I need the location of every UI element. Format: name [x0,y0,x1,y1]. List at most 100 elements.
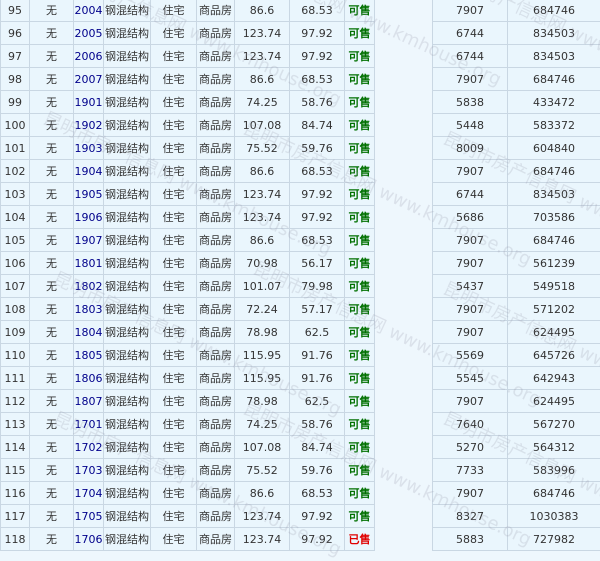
blank-cell [375,321,433,344]
blank-cell [375,436,433,459]
presale-flag-cell: 无 [30,252,74,275]
room-link[interactable]: 1806 [75,372,103,385]
inner-area-cell: 68.53 [290,482,345,505]
room-number-cell: 2006 [74,45,104,68]
room-link[interactable]: 1804 [75,326,103,339]
presale-flag-cell: 无 [30,436,74,459]
room-link[interactable]: 1807 [75,395,103,408]
room-link[interactable]: 1702 [75,441,103,454]
usage-cell: 住宅 [151,505,197,528]
sale-status-cell: 可售 [345,367,375,390]
room-link[interactable]: 1902 [75,119,103,132]
inner-area-cell: 56.17 [290,252,345,275]
unit-price-cell: 6744 [433,22,508,45]
room-link[interactable]: 2007 [75,73,103,86]
property-type-cell: 商品房 [197,91,235,114]
presale-flag-cell: 无 [30,344,74,367]
room-link[interactable]: 2005 [75,27,103,40]
floor-area-cell: 107.08 [235,114,290,137]
room-link[interactable]: 1903 [75,142,103,155]
property-type-cell: 商品房 [197,229,235,252]
room-link[interactable]: 1904 [75,165,103,178]
room-number-cell: 1704 [74,482,104,505]
inner-area-cell: 58.76 [290,91,345,114]
room-number-cell: 1807 [74,390,104,413]
total-price-cell: 583372 [508,114,600,137]
room-link[interactable]: 1905 [75,188,103,201]
room-link[interactable]: 2006 [75,50,103,63]
room-link[interactable]: 1705 [75,510,103,523]
floor-area-cell: 74.25 [235,413,290,436]
unit-price-cell: 8327 [433,505,508,528]
property-type-cell: 商品房 [197,482,235,505]
property-type-cell: 商品房 [197,114,235,137]
room-link[interactable]: 1704 [75,487,103,500]
total-price-cell: 834503 [508,22,600,45]
row-number-cell: 110 [1,344,30,367]
sale-status-cell: 可售 [345,114,375,137]
unit-price-cell: 7907 [433,252,508,275]
room-link[interactable]: 2004 [75,4,103,17]
floor-area-cell: 123.74 [235,22,290,45]
row-number-cell: 98 [1,68,30,91]
row-number-cell: 97 [1,45,30,68]
floor-area-cell: 74.25 [235,91,290,114]
presale-flag-cell: 无 [30,413,74,436]
sale-status-cell: 可售 [345,137,375,160]
usage-cell: 住宅 [151,321,197,344]
room-number-cell: 2004 [74,0,104,22]
blank-cell [375,275,433,298]
unit-price-cell: 7907 [433,68,508,91]
usage-cell: 住宅 [151,252,197,275]
usage-cell: 住宅 [151,91,197,114]
blank-cell [375,298,433,321]
presale-flag-cell: 无 [30,482,74,505]
presale-flag-cell: 无 [30,22,74,45]
row-number-cell: 102 [1,160,30,183]
property-type-cell: 商品房 [197,367,235,390]
sale-status-cell: 可售 [345,91,375,114]
room-link[interactable]: 1907 [75,234,103,247]
blank-cell [375,459,433,482]
room-link[interactable]: 1906 [75,211,103,224]
room-link[interactable]: 1701 [75,418,103,431]
inner-area-cell: 68.53 [290,229,345,252]
structure-cell: 钢混结构 [104,298,151,321]
blank-cell [375,114,433,137]
row-number-cell: 103 [1,183,30,206]
total-price-cell: 561239 [508,252,600,275]
structure-cell: 钢混结构 [104,114,151,137]
unit-price-cell: 7907 [433,229,508,252]
usage-cell: 住宅 [151,0,197,22]
structure-cell: 钢混结构 [104,160,151,183]
inner-area-cell: 68.53 [290,0,345,22]
presale-flag-cell: 无 [30,275,74,298]
usage-cell: 住宅 [151,229,197,252]
usage-cell: 住宅 [151,436,197,459]
floor-area-cell: 101.07 [235,275,290,298]
total-price-cell: 567270 [508,413,600,436]
property-type-cell: 商品房 [197,390,235,413]
property-type-cell: 商品房 [197,298,235,321]
unit-price-cell: 6744 [433,45,508,68]
total-price-cell: 684746 [508,229,600,252]
inner-area-cell: 62.5 [290,321,345,344]
sale-status-cell: 可售 [345,459,375,482]
room-link[interactable]: 1703 [75,464,103,477]
room-link[interactable]: 1706 [75,533,103,546]
floor-area-cell: 115.95 [235,367,290,390]
sale-status-cell: 可售 [345,183,375,206]
room-link[interactable]: 1802 [75,280,103,293]
presale-flag-cell: 无 [30,68,74,91]
room-link[interactable]: 1901 [75,96,103,109]
room-link[interactable]: 1803 [75,303,103,316]
room-link[interactable]: 1801 [75,257,103,270]
structure-cell: 钢混结构 [104,459,151,482]
usage-cell: 住宅 [151,390,197,413]
inner-area-cell: 79.98 [290,275,345,298]
inner-area-cell: 59.76 [290,459,345,482]
room-link[interactable]: 1805 [75,349,103,362]
